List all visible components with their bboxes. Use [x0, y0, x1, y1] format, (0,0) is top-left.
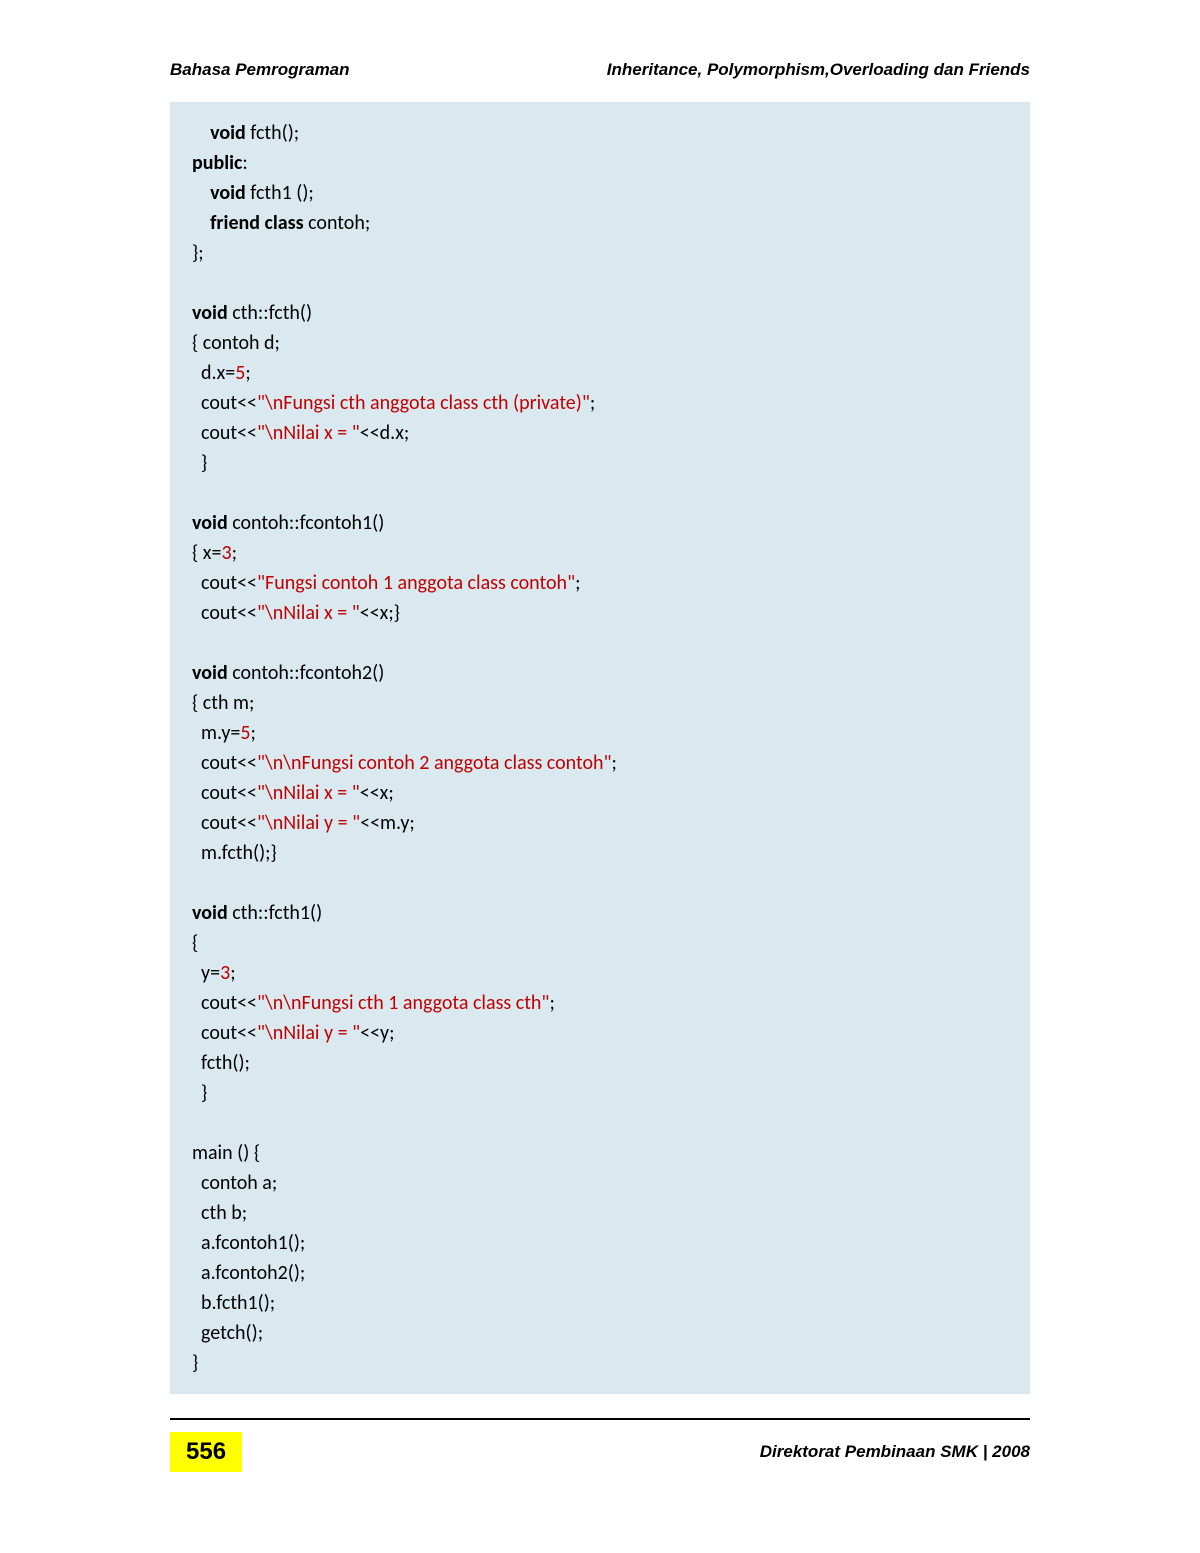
keyword-void: void	[192, 511, 228, 535]
page-number: 556	[170, 1432, 242, 1472]
string-literal: "Fungsi contoh 1 anggota class contoh"	[257, 571, 575, 595]
footer-right: Direktorat Pembinaan SMK | 2008	[760, 1442, 1030, 1462]
literal-5: 5	[235, 361, 245, 385]
string-literal: "\nNilai x = "	[257, 781, 360, 805]
code-block: void fcth(); public: void fcth1 (); frie…	[170, 102, 1030, 1394]
literal-3: 3	[221, 541, 231, 565]
keyword-void: void	[210, 181, 246, 205]
keyword-void: void	[210, 121, 246, 145]
string-literal: "\nNilai x = "	[257, 421, 360, 445]
string-literal: "\nNilai y = "	[257, 1021, 360, 1045]
string-literal: "\nFungsi cth anggota class cth (private…	[257, 391, 590, 415]
string-literal: "\n\nFungsi contoh 2 anggota class conto…	[257, 751, 612, 775]
string-literal: "\nNilai y = "	[257, 811, 360, 835]
keyword-void: void	[192, 901, 228, 925]
keyword-void: void	[192, 301, 228, 325]
literal-3: 3	[220, 961, 230, 985]
keyword-public: public	[192, 151, 242, 175]
keyword-void: void	[192, 661, 228, 685]
page-header: Bahasa Pemrograman Inheritance, Polymorp…	[170, 60, 1030, 80]
string-literal: "\nNilai x = "	[257, 601, 360, 625]
footer-divider	[170, 1418, 1030, 1420]
header-left: Bahasa Pemrograman	[170, 60, 350, 80]
page-container: Bahasa Pemrograman Inheritance, Polymorp…	[0, 0, 1200, 1532]
page-footer: 556 Direktorat Pembinaan SMK | 2008	[170, 1432, 1030, 1472]
string-literal: "\n\nFungsi cth 1 anggota class cth"	[257, 991, 549, 1015]
literal-5: 5	[240, 721, 250, 745]
header-right: Inheritance, Polymorphism,Overloading da…	[607, 60, 1030, 80]
keyword-friend-class: friend class	[210, 211, 304, 235]
